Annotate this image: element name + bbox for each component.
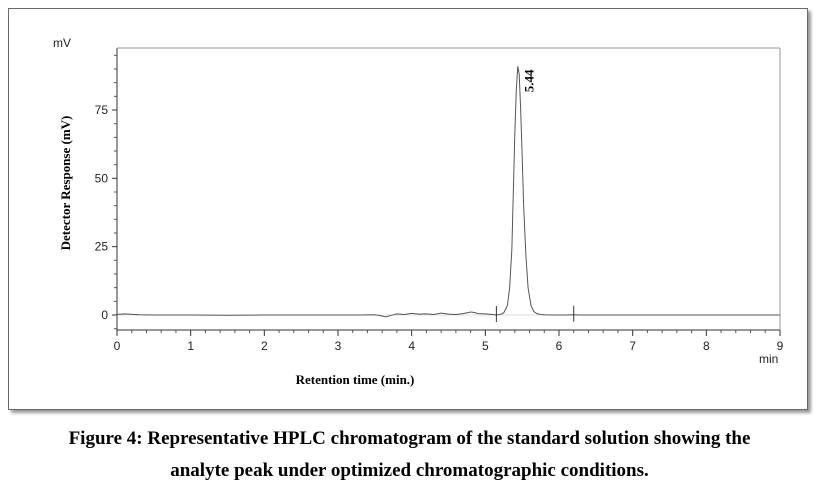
x-tick-label: 4 [408, 339, 415, 353]
x-tick-label: 9 [777, 339, 784, 353]
chart-axes [116, 47, 781, 331]
x-tick-label: 3 [335, 339, 342, 353]
caption-line-2: analyte peak under optimized chromatogra… [170, 460, 649, 481]
chromatogram-trace [116, 66, 780, 318]
chart-series [116, 66, 780, 318]
caption-line-1: Figure 4: Representative HPLC chromatogr… [68, 428, 751, 449]
figure-caption: Figure 4: Representative HPLC chromatogr… [0, 423, 819, 487]
y-axis-title: Detector Response (mV) [58, 116, 73, 251]
x-tick-label: 5 [482, 339, 489, 353]
figure-frame [8, 8, 808, 410]
x-tick-label: 7 [629, 339, 636, 353]
peak-retention-label: 5.44 [522, 69, 537, 92]
chart-ticks: 0 1 2 3 4 5 6 7 8 9 0 25 50 75 [95, 54, 784, 353]
y-tick-label: 75 [95, 103, 109, 117]
y-tick-label: 25 [95, 240, 109, 254]
y-tick-label: 50 [95, 171, 109, 185]
x-tick-label: 6 [556, 339, 563, 353]
y-axis-unit: mV [53, 36, 71, 50]
x-axis-unit: min [759, 352, 778, 366]
x-tick-label: 0 [114, 339, 121, 353]
x-tick-label: 1 [187, 339, 194, 353]
x-axis-title: Retention time (min.) [296, 372, 415, 387]
x-tick-label: 8 [703, 339, 710, 353]
y-tick-label: 0 [101, 308, 108, 322]
x-tick-label: 2 [261, 339, 268, 353]
chart-markers [495, 305, 575, 322]
